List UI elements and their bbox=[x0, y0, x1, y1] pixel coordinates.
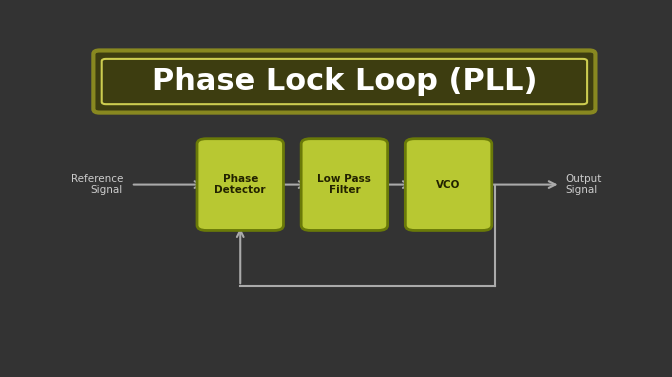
FancyBboxPatch shape bbox=[405, 139, 492, 230]
Text: Phase
Detector: Phase Detector bbox=[214, 174, 266, 195]
FancyBboxPatch shape bbox=[197, 139, 284, 230]
Text: Phase Lock Loop (PLL): Phase Lock Loop (PLL) bbox=[152, 67, 537, 96]
Text: VCO: VCO bbox=[436, 179, 461, 190]
Text: Reference
Signal: Reference Signal bbox=[71, 174, 123, 195]
Text: Output
Signal: Output Signal bbox=[566, 174, 602, 195]
Text: Low Pass
Filter: Low Pass Filter bbox=[317, 174, 372, 195]
FancyBboxPatch shape bbox=[93, 51, 595, 113]
FancyBboxPatch shape bbox=[301, 139, 388, 230]
